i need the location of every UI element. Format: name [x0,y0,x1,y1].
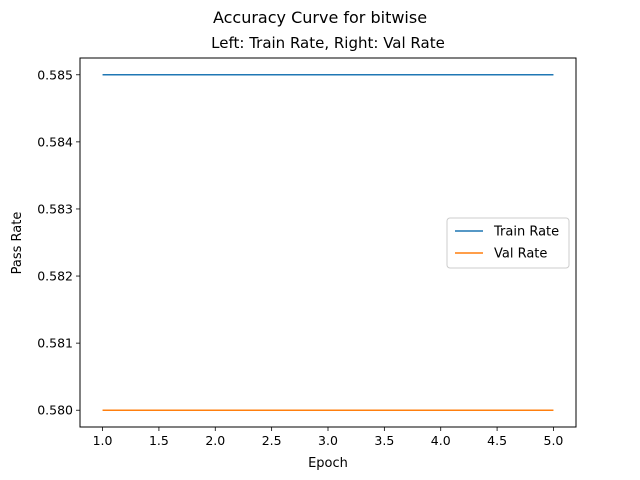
x-tick-label: 3.5 [374,433,394,448]
x-tick-label: 1.0 [93,433,113,448]
x-tick-label: 5.0 [544,433,564,448]
y-tick-label: 0.583 [37,201,73,216]
y-tick-label: 0.581 [37,336,73,351]
x-tick-label: 1.5 [149,433,169,448]
legend: Train Rate Val Rate [446,217,570,269]
chart-title: Left: Train Rate, Right: Val Rate [211,34,445,52]
y-axis-ticks: 0.580 0.581 0.582 0.583 0.584 0.585 [37,67,80,418]
x-tick-label: 4.0 [431,433,451,448]
x-tick-label: 2.5 [262,433,282,448]
x-tick-label: 4.5 [487,433,507,448]
y-tick-label: 0.584 [37,134,73,149]
y-tick-label: 0.582 [37,269,73,284]
series-lines [102,74,554,411]
chart-suptitle: Accuracy Curve for bitwise [213,8,427,27]
y-tick-label: 0.585 [37,67,73,82]
x-axis-ticks: 1.0 1.5 2.0 2.5 3.0 3.5 4.0 4.5 5.0 [93,427,564,448]
legend-label-2: Val Rate [494,247,547,262]
y-axis-label: Pass Rate [10,212,25,275]
x-tick-label: 2.0 [205,433,225,448]
x-axis-label: Epoch [308,456,348,471]
x-tick-label: 3.0 [318,433,338,448]
legend-label-1: Train Rate [493,225,559,240]
plot-frame [79,57,577,428]
y-tick-label: 0.580 [37,403,73,418]
